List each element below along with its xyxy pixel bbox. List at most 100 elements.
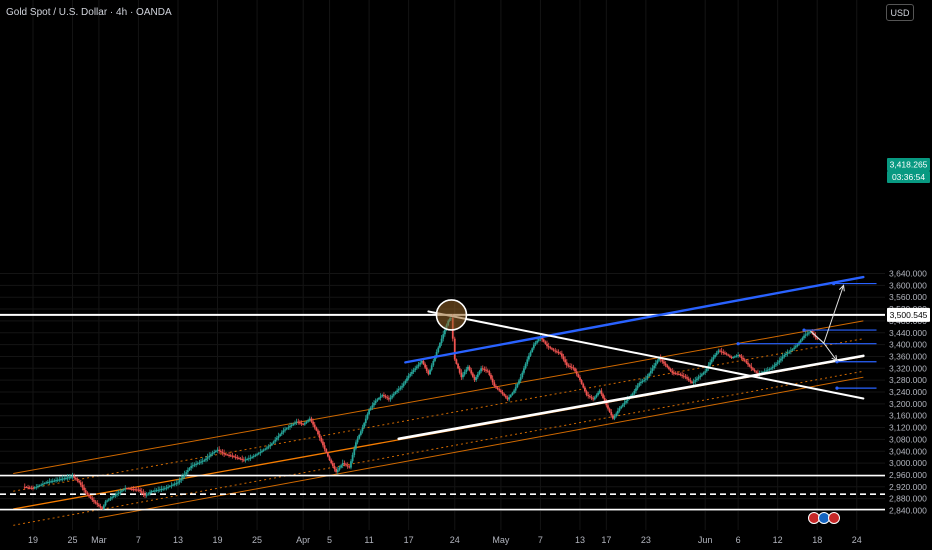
candle-body [327,452,329,457]
candle-body [696,378,698,381]
candle-body [391,395,394,398]
candle-body [264,448,267,450]
candle-body [603,397,606,402]
candle-body [732,357,735,359]
candle-body [142,492,145,495]
candle-body [625,400,627,403]
candle-body [691,381,693,384]
candle-body [282,430,285,433]
candle-body [356,438,359,443]
candle-body [61,478,64,480]
candle-body [252,455,255,457]
countdown-tag: 03:36:54 [892,172,925,182]
candle-body [303,423,306,425]
candle-body [473,376,476,381]
candle-body [598,390,601,393]
candle-body [420,360,423,363]
candle-body [387,398,390,400]
x-tick-label: Jun [698,535,713,545]
candle-body [205,458,207,461]
candle-body [635,388,637,391]
candle-body [552,349,555,351]
candle-body [40,484,43,486]
candle-body [404,380,407,384]
candle-body [467,366,469,370]
candle-body [569,366,571,368]
candle-body [50,481,53,483]
candle-body [546,343,548,347]
candle-body [35,486,38,488]
candle-body [68,477,71,479]
candle-body [537,339,540,341]
candle-body [140,491,143,493]
candle-body [201,460,204,462]
candle-body [415,366,418,369]
candle-body [338,467,341,470]
candle-body [763,371,766,373]
candle-body [214,450,217,452]
candle-body [556,351,558,353]
y-tick-label: 3,640.000 [889,269,927,279]
candle-body [587,394,590,397]
candle-body [351,454,354,462]
candle-body [23,486,26,488]
candle-body [188,468,191,471]
candle-body [491,378,494,383]
candle-body [48,481,51,483]
candle-body [307,420,310,422]
candle-body [74,477,77,480]
candle-body [671,370,674,373]
candle-body [705,368,708,372]
candle-body [458,368,461,373]
candle-body [211,453,214,455]
candle-body [728,355,731,357]
price-axis-bg [885,0,932,550]
candle-body [183,474,186,477]
candle-body [740,356,743,358]
candle-body [511,392,514,395]
candle-body [163,488,166,490]
candle-body [676,373,679,375]
candle-body [524,363,527,369]
candle-body [442,334,445,339]
candle-body [501,392,504,394]
candle-body [112,496,115,498]
blue-trendline [404,275,865,364]
candle-body [25,487,28,489]
candle-body [737,354,740,356]
candle-body [471,373,474,377]
candle-body [219,450,222,452]
candle-body [551,348,553,350]
candle-body [608,408,611,412]
candle-body [521,372,524,378]
candle-body [526,359,529,364]
candle-body [504,395,507,398]
candle-body [96,503,99,505]
candle-body [378,397,380,400]
candle-body [88,494,90,497]
current-price-tag: 3,418.265 [890,160,928,170]
x-tick-label: 17 [404,535,414,545]
candle-body [279,434,282,437]
candle-body [668,367,670,370]
candle-body [493,382,496,387]
candle-body [509,394,512,398]
candle-body [574,368,576,372]
plot-area [0,0,885,530]
candle-body [607,405,609,409]
candle-body [330,460,333,464]
flag-icon [808,512,820,524]
candle-body [191,465,194,467]
candle-body [816,337,819,340]
candle-body [381,394,384,397]
currency-button[interactable]: USD [886,4,914,21]
candle-body [485,369,487,371]
candle-body [383,394,385,397]
descending-trendline [427,310,865,400]
candle-body [322,441,324,446]
candle-body [76,479,79,481]
candle-body [152,490,155,492]
candle-body [104,501,107,506]
